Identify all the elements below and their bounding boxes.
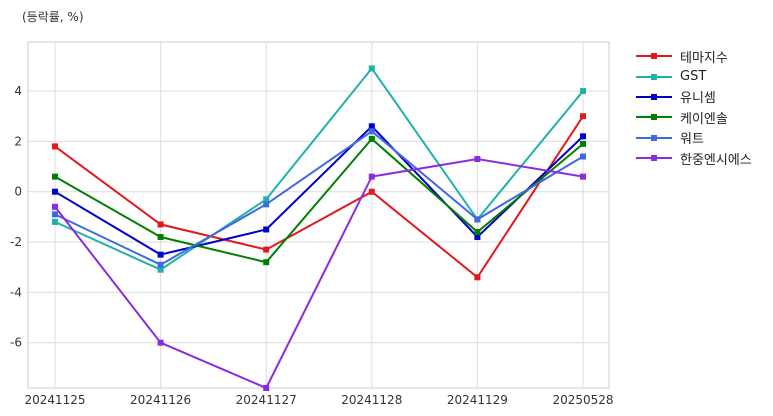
x-tick-label: 20241129 [447,393,508,407]
y-axis-ticks: -6 -4 -2 0 2 4 [10,84,22,350]
legend-item: 테마지수 [636,46,752,66]
y-tick-label: 0 [14,185,22,199]
plot-area [27,41,610,389]
data-point [580,173,586,180]
data-point [52,188,58,195]
data-point [368,135,375,142]
data-point [368,188,375,195]
data-point [368,173,375,180]
series-group [52,65,586,391]
series-line [54,130,584,266]
data-point [263,226,270,233]
legend-swatch [636,134,672,141]
legend-label: 워트 [680,132,704,148]
series-line [54,124,584,256]
data-point [474,216,481,223]
legend-label: GST [680,69,707,85]
legend-item: 유니셈 [636,87,752,107]
series-line [54,66,584,271]
series-line [54,115,584,279]
data-point [157,339,164,346]
x-tick-label: 20250528 [552,393,613,407]
data-point [52,173,58,180]
y-tick-label: 4 [14,84,22,98]
data-point [263,246,270,253]
data-point [52,218,58,225]
data-point [368,123,375,130]
data-point [474,274,481,281]
legend-item: 케이엔솔 [636,107,752,127]
series-4 [52,135,586,266]
data-point [474,234,481,241]
x-axis-ticks: 20241125 20241126 20241127 20241128 20241129… [24,393,613,407]
legend-label: 테마지수 [680,50,728,66]
data-point [474,156,481,163]
series-3 [52,123,586,258]
data-point [52,211,58,218]
data-point [368,65,375,72]
data-point [580,133,586,140]
y-tick-label: 2 [14,134,22,148]
unit-label: (등락률, %) [22,10,84,24]
x-tick-label: 20241127 [236,393,297,407]
x-tick-label: 20241125 [24,393,85,407]
data-point [157,221,164,228]
legend-item: 한중엔시에스 [636,148,752,168]
data-point [157,266,164,273]
data-point [263,385,270,391]
y-tick-label: -4 [10,285,22,299]
legend-swatch [636,114,672,121]
data-point [157,251,164,258]
series-line [54,157,584,390]
data-point [263,196,270,203]
y-tick-label: -2 [10,235,22,249]
data-point [157,234,164,241]
data-point [52,143,58,150]
series-5 [52,128,586,268]
data-point [580,140,586,147]
x-tick-label: 20241126 [130,393,191,407]
legend-item: 워트 [636,128,752,148]
legend-swatch [636,53,672,60]
legend-item: GST [636,66,752,86]
data-point [580,113,586,120]
legend-label: 한중엔시에스 [680,152,752,168]
data-point [368,128,375,135]
data-point [474,228,481,235]
legend-swatch [636,155,672,162]
data-point [263,259,270,266]
legend-swatch [636,73,672,80]
series-6 [52,156,586,391]
legend-swatch [636,93,672,100]
data-point [580,88,586,95]
legend-label: 유니셈 [680,91,716,107]
series-1 [52,113,586,281]
y-tick-label: -6 [10,336,22,350]
x-tick-label: 20241128 [341,393,402,407]
data-point [263,201,270,208]
data-point [52,203,58,210]
series-line [54,137,584,264]
legend-label: 케이엔솔 [680,111,728,127]
data-point [580,153,586,160]
data-point [157,261,164,268]
